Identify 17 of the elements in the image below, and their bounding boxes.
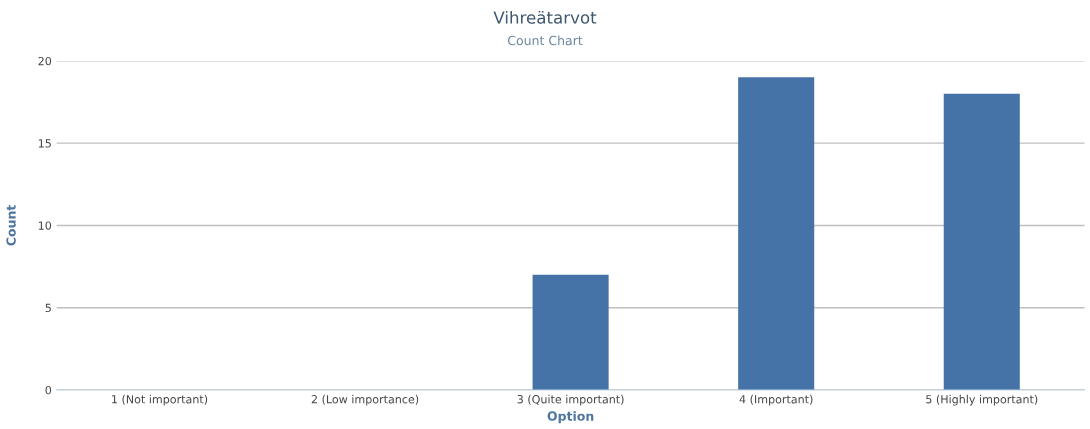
x-tick-label: 3 (Quite important) xyxy=(517,394,624,406)
chart-title: Vihreätarvot xyxy=(493,10,597,24)
x-tick-label: 2 (Low importance) xyxy=(311,394,419,406)
bar xyxy=(532,274,609,390)
y-tick-label: 10 xyxy=(38,221,52,230)
y-axis-title: Count xyxy=(6,204,16,246)
x-axis-title: Option xyxy=(547,411,594,424)
chart-subtitle: Count Chart xyxy=(507,35,583,46)
y-tick-label: 15 xyxy=(38,139,51,148)
bar xyxy=(943,93,1020,390)
y-tick-label: 20 xyxy=(38,56,52,66)
x-tick-label: 5 (Highly important) xyxy=(926,394,1038,406)
x-tick-label: 4 (Important) xyxy=(739,394,813,406)
y-tick-label: 0 xyxy=(45,385,52,395)
bar xyxy=(738,77,815,390)
x-tick-label: 1 (Not important) xyxy=(112,394,208,406)
y-tick-label: 5 xyxy=(45,303,51,313)
